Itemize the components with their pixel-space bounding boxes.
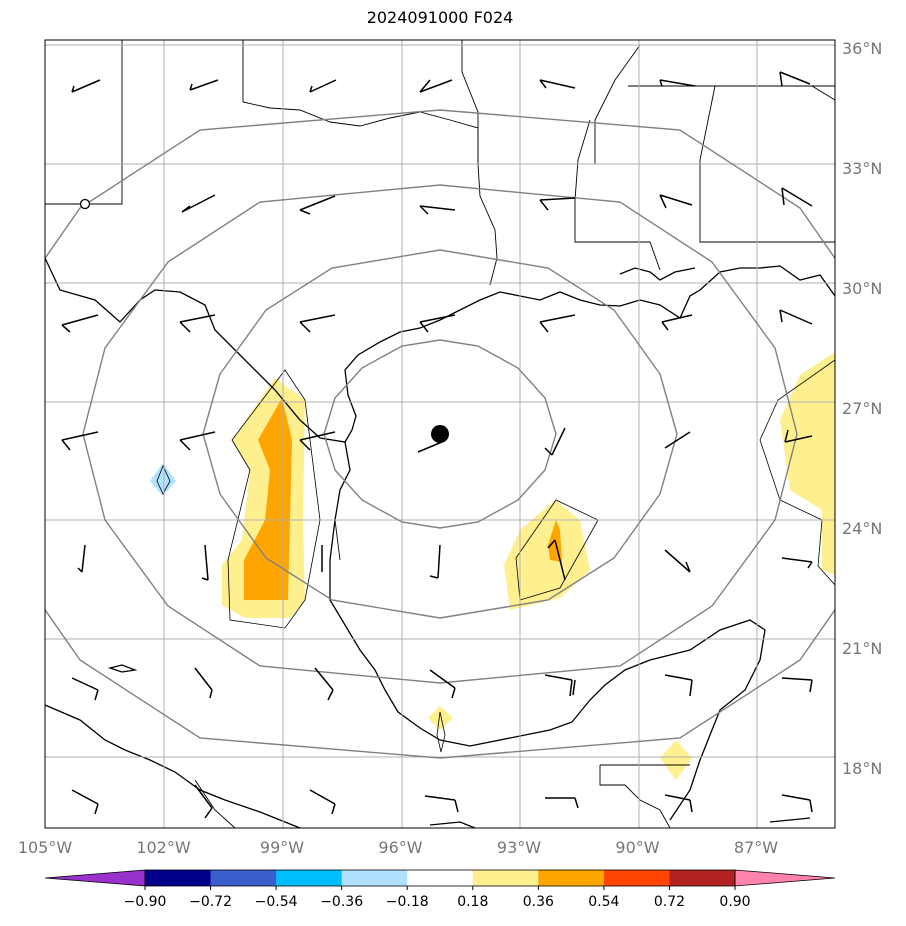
political-borders: [45, 40, 835, 828]
colorbar-tick-label: −0.54: [255, 894, 298, 910]
colorbar-segment: [341, 870, 408, 886]
colorbar-segment: [472, 870, 539, 886]
lat-tick-label: 21°N: [842, 639, 882, 658]
longitude-labels: 105°W 102°W 99°W 96°W 93°W 90°W 87°W: [18, 838, 778, 857]
range-rings: [45, 109, 835, 759]
colorbar-tick-label: −0.18: [386, 894, 429, 910]
lon-tick-label: 90°W: [615, 838, 659, 857]
gridlines: [45, 40, 835, 828]
map-title: 2024091000 F024: [366, 8, 514, 27]
colorbar-tick-label: 0.18: [457, 894, 488, 910]
lon-tick-label: 96°W: [378, 838, 422, 857]
colorbar-segment: [210, 870, 277, 886]
colorbar-tick-label: 0.72: [654, 894, 685, 910]
map-frame: [44, 39, 836, 829]
lon-tick-label: 87°W: [734, 838, 778, 857]
lon-tick-label: 105°W: [18, 838, 73, 857]
coastlines: [45, 257, 835, 828]
colorbar-tick-label: 0.90: [719, 894, 750, 910]
wind-barbs: [61, 71, 813, 819]
colorbar-segment: [145, 870, 212, 886]
colorbar-segment: [603, 870, 670, 886]
colorbar-segment: [538, 870, 605, 886]
lon-tick-label: 102°W: [136, 838, 191, 857]
colorbar-extend-high: [734, 869, 836, 887]
colorbar-tick-label: −0.36: [320, 894, 363, 910]
colorbar-tick-label: 0.54: [588, 894, 619, 910]
lon-tick-label: 93°W: [497, 838, 541, 857]
colorbar-outline: [144, 869, 736, 887]
lat-tick-label: 30°N: [842, 279, 882, 298]
colorbar-segment: [276, 870, 343, 886]
lat-tick-label: 27°N: [842, 399, 882, 418]
positive-anomaly-shading: [150, 352, 835, 780]
colorbar-tick-label: −0.72: [189, 894, 232, 910]
colorbar-tick-label: −0.90: [124, 894, 167, 910]
colorbar-segment: [669, 870, 736, 886]
colorbar-tick-label: 0.36: [523, 894, 554, 910]
calm-station-marker: [79, 198, 91, 210]
latitude-labels: 36°N 33°N 30°N 27°N 24°N 21°N 18°N: [842, 39, 882, 778]
storm-center-marker: [431, 425, 449, 443]
lon-tick-label: 99°W: [260, 838, 304, 857]
lat-tick-label: 18°N: [842, 759, 882, 778]
lat-tick-label: 33°N: [842, 159, 882, 178]
colorbar: −0.90 −0.72 −0.54 −0.36 −0.18 0.18 0.36 0.54 0.7…: [44, 869, 836, 910]
lat-tick-label: 24°N: [842, 519, 882, 538]
colorbar-extend-low: [44, 869, 146, 887]
colorbar-segment: [407, 870, 474, 886]
lat-tick-label: 36°N: [842, 39, 882, 58]
